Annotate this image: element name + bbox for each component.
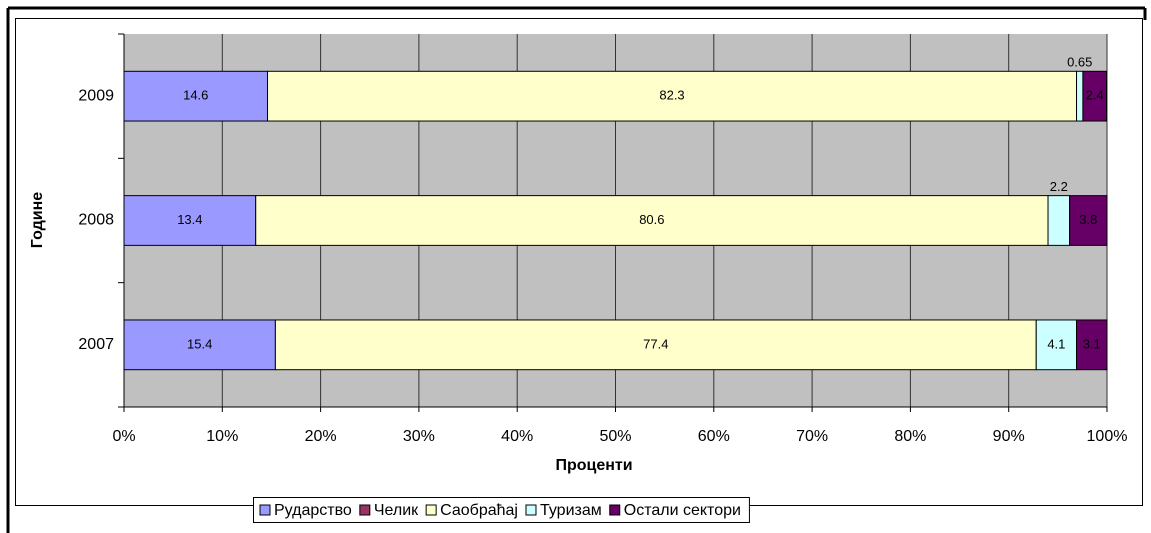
- legend-label: Рударство: [274, 502, 352, 519]
- data-label: 2.2: [1050, 179, 1068, 194]
- x-axis-title: Проценти: [555, 457, 632, 474]
- data-label: 80.6: [639, 212, 664, 227]
- x-tick-label: 80%: [894, 428, 926, 445]
- y-tick-label: 2007: [78, 336, 114, 353]
- data-label: 15.4: [187, 336, 212, 351]
- x-tick-label: 60%: [698, 428, 730, 445]
- data-label: 2.4: [1086, 88, 1104, 103]
- x-tick-label: 0%: [112, 428, 135, 445]
- data-label: 4.1: [1047, 336, 1065, 351]
- data-label: 77.4: [643, 336, 668, 351]
- x-tick-label: 30%: [403, 428, 435, 445]
- bar-segment: [123, 195, 257, 246]
- y-tick-label: 2008: [78, 212, 114, 229]
- bar-segment: [267, 70, 1078, 122]
- legend-swatch: [609, 504, 621, 516]
- legend-swatch: [525, 504, 537, 516]
- bar-segment: [123, 70, 269, 122]
- data-label: 3.8: [1079, 212, 1097, 227]
- bar-segment: [123, 319, 276, 371]
- bar-segment: [1069, 195, 1108, 246]
- x-tick-label: 50%: [599, 428, 631, 445]
- x-tick-label: 40%: [501, 428, 533, 445]
- legend-label: Челик: [374, 502, 419, 519]
- x-tick-label: 70%: [796, 428, 828, 445]
- data-label: 0.65: [1067, 55, 1092, 70]
- legend-label: Туризам: [540, 502, 602, 519]
- bar-segment: [1076, 319, 1108, 371]
- y-tick-label: 2009: [78, 87, 114, 104]
- data-label: 14.6: [183, 88, 208, 103]
- bar-segment: [1082, 70, 1108, 122]
- data-label: 3.1: [1083, 336, 1101, 351]
- legend-swatch: [259, 504, 271, 516]
- data-label: 82.3: [659, 88, 684, 103]
- data-label: 13.4: [177, 212, 202, 227]
- x-tick-label: 20%: [305, 428, 337, 445]
- legend-swatch: [359, 504, 371, 516]
- bar-segment: [255, 195, 1049, 246]
- legend-swatch: [425, 504, 437, 516]
- y-axis-title: Године: [29, 192, 46, 248]
- legend-label: Саобраћај: [440, 502, 518, 519]
- legend-label: Остали сектори: [624, 502, 741, 519]
- bar-segment: [1047, 195, 1071, 246]
- bar-segment: [274, 319, 1037, 371]
- bar-segment: [1076, 70, 1084, 122]
- x-tick-label: 90%: [993, 428, 1025, 445]
- x-tick-label: 100%: [1087, 428, 1128, 445]
- legend: [253, 497, 750, 523]
- x-tick-label: 10%: [206, 428, 238, 445]
